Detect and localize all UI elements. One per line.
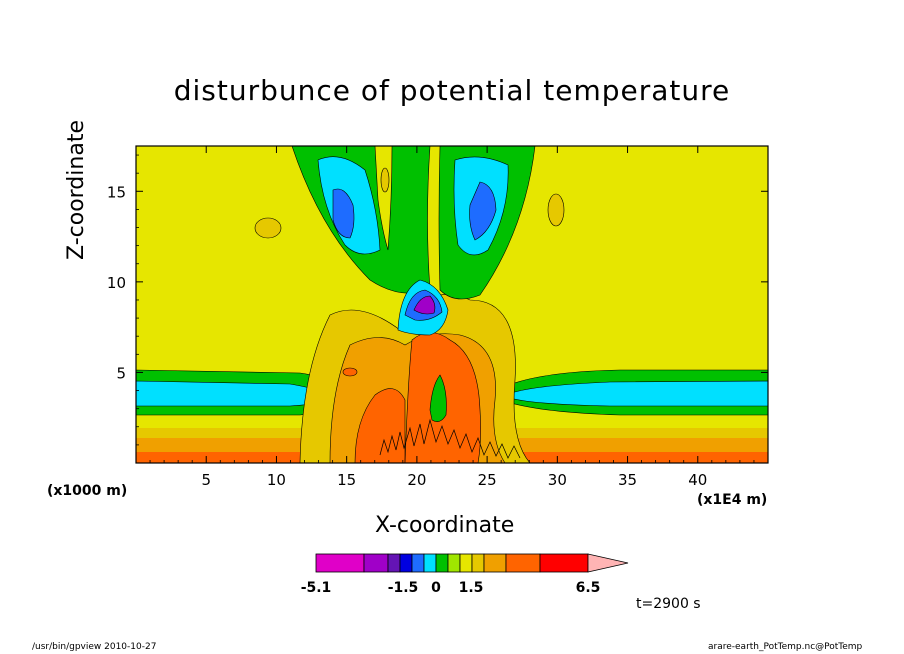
colorbar-tick-label: -1.5 [388, 580, 419, 596]
colorbar-segment [363, 553, 389, 573]
warm-blob-small [380, 167, 390, 193]
colorbar-tick-label: 1.5 [459, 580, 484, 596]
colorbar-segment [435, 553, 449, 573]
chart-title: disturbunce of potential temperature [173, 74, 731, 107]
time-label: t=2900 s [636, 596, 701, 612]
colorbar-tick-label: -5.1 [301, 580, 332, 596]
x-tick-label: 5 [201, 471, 211, 489]
x-tick-label: 20 [407, 471, 426, 489]
colorbar-segment [423, 553, 437, 573]
plot-area [136, 146, 768, 463]
colorbar-extend-arrow [587, 553, 629, 573]
warm-blob-right [547, 193, 565, 227]
colorbar: -5.1 -1.5 0 1.5 6.5 [301, 553, 629, 596]
warm-blob-mid [342, 367, 358, 377]
noise-contours [379, 418, 521, 459]
footer-right: arare-earth_PotTemp.nc@PotTemp [708, 642, 863, 652]
x-multiplier-label: (x1000 m) [47, 483, 128, 499]
x-tick-label: 10 [267, 471, 286, 489]
x-tick-label: 30 [548, 471, 567, 489]
central-cold-purple [413, 295, 436, 315]
colorbar-segment [539, 553, 589, 573]
y-tick-label: 5 [116, 364, 126, 382]
plume-inner-left [354, 388, 406, 463]
colorbar-tick-label: 6.5 [576, 580, 601, 596]
y-tick-label: 10 [107, 274, 126, 292]
plot-frame [135, 145, 769, 464]
y-axis-label: Z-coordinate [64, 120, 89, 260]
upper-right-blue [469, 181, 497, 241]
x-tick-label: 25 [478, 471, 497, 489]
x-axis-label: X-coordinate [375, 513, 515, 538]
upper-left-blue [332, 188, 355, 239]
x-tick-label: 35 [618, 471, 637, 489]
colorbar-segment [387, 553, 401, 573]
colorbar-tick-label: 0 [431, 580, 441, 596]
warm-blob-left [254, 217, 282, 239]
footer-left: /usr/bin/gpview 2010-10-27 [32, 642, 157, 652]
x-tick-label: 15 [337, 471, 356, 489]
colorbar-segment [483, 553, 507, 573]
colorbar-segment [399, 553, 413, 573]
axes: 5 10 15 20 25 30 35 40 5 10 15 [107, 146, 768, 489]
colorbar-segment [447, 553, 461, 573]
colorbar-segment [471, 553, 485, 573]
colorbar-segment [315, 553, 365, 573]
y-tick-label: 15 [107, 183, 126, 201]
plume-core-green [429, 374, 447, 422]
colorbar-segment [505, 553, 541, 573]
colorbar-segment [459, 553, 473, 573]
colorbar-segment [411, 553, 425, 573]
x-tick-label: 40 [688, 471, 707, 489]
x-unit-label: (x1E4 m) [697, 492, 768, 508]
